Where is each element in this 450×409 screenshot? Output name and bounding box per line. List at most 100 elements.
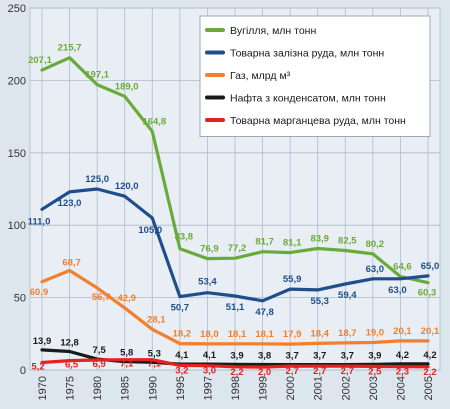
data-label: 60,3 (418, 288, 437, 299)
data-label: 63,0 (366, 264, 385, 275)
data-label: 50,7 (171, 303, 190, 314)
y-tick-label: 150 (8, 148, 26, 160)
data-label: 3,7 (286, 351, 299, 362)
x-tick-label: 1970 (37, 376, 49, 400)
data-label: 18,0 (200, 329, 219, 340)
data-label: 164,8 (142, 116, 166, 127)
data-label: 3,0 (203, 366, 216, 377)
data-label: 20,1 (393, 326, 412, 337)
legend: Вугілля, млн тонн Товарна залізна руда, м… (199, 15, 431, 137)
data-label: 80,2 (366, 239, 385, 250)
data-label: 3,7 (313, 351, 326, 362)
series-line-2 (40, 187, 430, 303)
data-label: 3,8 (258, 350, 271, 361)
data-label: 4,1 (203, 350, 217, 361)
data-label: 28,1 (147, 314, 166, 325)
series-line-5 (40, 358, 430, 369)
data-label: 5,3 (148, 348, 161, 359)
data-label: 111,0 (28, 216, 51, 227)
x-tick-label: 1985 (120, 376, 132, 400)
series (40, 56, 430, 369)
data-label: 20,1 (421, 326, 440, 337)
data-label: 18,2 (173, 329, 192, 340)
series-line-1 (40, 56, 430, 285)
data-label: 53,4 (198, 277, 217, 288)
x-tick-label: 2005 (423, 376, 435, 400)
data-label: 81,1 (283, 238, 302, 249)
x-tick-label: 2003 (368, 376, 380, 400)
data-label: 63,0 (388, 285, 407, 296)
data-label: 18,1 (255, 329, 274, 340)
legend-entry: Вугілля, млн тонн (230, 25, 316, 37)
data-label: 2,2 (423, 367, 436, 378)
data-label: 6,9 (93, 359, 106, 370)
data-label: 55,3 (310, 296, 329, 307)
data-label: 3,7 (341, 351, 354, 362)
data-label: 3,9 (368, 350, 381, 361)
x-tick-label: 1995 (175, 376, 187, 400)
x-tick-label: 1997 (202, 376, 214, 400)
legend-entry: Товарна залізна руда, млн тонн (230, 48, 384, 60)
data-label: 76,9 (200, 244, 219, 255)
data-label: 2,5 (368, 366, 382, 377)
legend-box (199, 15, 431, 137)
data-label: 207,1 (28, 55, 52, 66)
data-label: 81,7 (255, 237, 274, 248)
data-label: 18,1 (228, 329, 247, 340)
data-label: 7,1 (120, 359, 134, 370)
data-label: 105,0 (138, 225, 162, 236)
data-label: 17,9 (283, 329, 302, 340)
data-label: 7,1 (148, 359, 162, 370)
data-label: 60,9 (30, 287, 49, 298)
data-label: 2,2 (230, 367, 243, 378)
data-labels: 207,1 215,7 197,1 189,0 164,8 83,8 76,9 77,2 81,… (28, 43, 440, 378)
data-label: 42,9 (117, 293, 136, 304)
data-label: 4,1 (175, 350, 189, 361)
data-label: 4,2 (423, 350, 436, 361)
data-label: 7,5 (93, 345, 107, 356)
data-label: 3,2 (175, 365, 188, 376)
data-label: 18,4 (310, 328, 329, 339)
x-tick-label: 1975 (65, 376, 77, 400)
data-label: 77,2 (228, 243, 247, 254)
data-label: 68,7 (62, 258, 81, 269)
data-label: 197,1 (85, 70, 109, 81)
data-label: 2,7 (313, 366, 326, 377)
data-label: 4,2 (396, 350, 409, 361)
data-label: 64,6 (393, 261, 412, 272)
data-label: 5,2 (31, 361, 44, 372)
data-label: 2,0 (258, 367, 271, 378)
data-label: 2,7 (286, 366, 299, 377)
data-label: 59,4 (338, 290, 357, 301)
data-label: 120,0 (115, 181, 139, 192)
series-line-3 (40, 268, 430, 346)
x-tick-label: 1998 (230, 376, 242, 400)
data-label: 2,7 (341, 366, 354, 377)
axes: 0 50 100 150 200 250 1970 1975 1980 1985 1990 1995 1… (8, 3, 435, 400)
data-label: 3,9 (230, 350, 243, 361)
data-label: 13,9 (33, 336, 52, 347)
legend-entry: Нафта з конденсатом, млн тонн (230, 93, 386, 105)
x-tick-label: 1990 (147, 376, 159, 400)
x-tick-label: 2004 (395, 376, 407, 400)
data-label: 215,7 (58, 43, 82, 54)
data-label: 47,8 (255, 307, 274, 318)
data-label: 19,0 (366, 327, 385, 338)
y-tick-label: 50 (14, 293, 26, 305)
data-label: 125,0 (85, 174, 109, 185)
data-label: 12,8 (60, 337, 79, 348)
data-label: 55,9 (283, 274, 302, 285)
data-label: 2,3 (396, 367, 409, 378)
data-label: 82,5 (338, 236, 357, 247)
data-label: 123,0 (58, 198, 82, 209)
x-tick-label: 2001 (313, 376, 325, 400)
data-label: 56,7 (92, 292, 111, 303)
x-tick-label: 1980 (92, 376, 104, 400)
data-label: 18,7 (338, 328, 357, 339)
y-tick-label: 100 (8, 220, 26, 232)
legend-entry: Газ, млрд м³ (230, 70, 291, 82)
x-tick-label: 2000 (285, 376, 297, 400)
data-label: 5,8 (120, 348, 133, 359)
